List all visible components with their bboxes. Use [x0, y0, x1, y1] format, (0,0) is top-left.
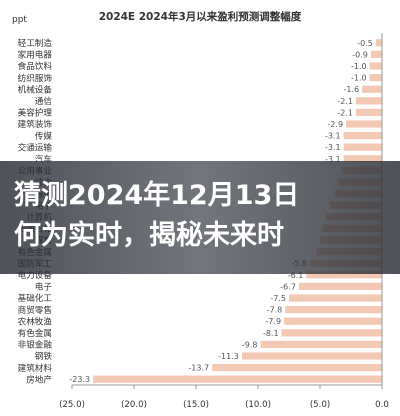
value-label-23: -7.8 — [267, 306, 283, 315]
category-label-0: 轻工制造 — [18, 37, 53, 49]
bar-10 — [343, 155, 382, 163]
headline-line-1: 猜测2024年12月13日 — [14, 180, 300, 211]
bar-22 — [289, 294, 382, 302]
x-tick-label-2: (15.0) — [183, 400, 209, 410]
category-label-9: 交通运输 — [18, 141, 53, 153]
value-label-29: -23.3 — [69, 375, 90, 384]
bar-23 — [285, 306, 382, 314]
value-label-24: -7.9 — [265, 317, 281, 326]
bar-3 — [369, 74, 382, 82]
category-label-21: 电子 — [35, 281, 53, 293]
bar-24 — [284, 317, 382, 325]
bar-4 — [362, 85, 382, 93]
bar-21 — [298, 282, 382, 290]
category-label-7: 建筑装饰 — [18, 118, 53, 130]
bar-9 — [343, 143, 382, 151]
bar-2 — [369, 62, 382, 70]
category-label-2: 食品饮料 — [18, 60, 53, 72]
category-label-26: 非银金融 — [18, 339, 53, 351]
x-tick-label-3: (10.0) — [245, 400, 271, 410]
bar-29 — [93, 375, 382, 383]
value-label-27: -11.3 — [218, 352, 239, 361]
x-tick-label-5: 0.0 — [375, 400, 389, 410]
value-label-3: -1.0 — [351, 74, 367, 83]
bar-25 — [281, 329, 382, 337]
value-label-4: -1.6 — [344, 85, 360, 94]
value-label-1: -0.9 — [352, 50, 368, 59]
bar-27 — [241, 352, 382, 360]
category-label-29: 房地产 — [26, 373, 52, 385]
category-label-1: 家用电器 — [18, 49, 53, 61]
bar-6 — [355, 108, 382, 116]
headline-banner — [0, 161, 400, 274]
bar-28 — [212, 364, 382, 372]
value-label-9: -3.1 — [325, 143, 341, 152]
category-label-27: 钢铁 — [35, 350, 53, 362]
value-label-20: -6.1 — [288, 271, 304, 280]
value-label-28: -13.7 — [188, 364, 209, 373]
value-label-7: -2.9 — [327, 120, 343, 129]
bar-26 — [260, 340, 382, 348]
category-label-22: 基础化工 — [18, 292, 53, 304]
headline: 猜测2024年12月13日 何为实时，揭秘未来时 — [14, 176, 394, 256]
bar-5 — [355, 97, 382, 105]
category-label-28: 建筑材料 — [18, 362, 53, 374]
value-label-6: -2.1 — [337, 108, 353, 117]
value-label-22: -7.5 — [270, 294, 286, 303]
category-label-5: 通信 — [35, 95, 53, 107]
category-label-23: 商贸零售 — [18, 304, 52, 316]
category-label-3: 纺织服饰 — [18, 72, 53, 84]
chart-title: 2024E 2024年3月以来盈利预测调整幅度 — [99, 10, 302, 23]
category-label-8: 传媒 — [35, 130, 53, 142]
bar-20 — [306, 271, 382, 279]
value-label-10: -3.1 — [325, 155, 341, 164]
category-label-25: 有色金属 — [18, 327, 52, 339]
category-label-24: 农林牧渔 — [18, 315, 53, 327]
category-label-4: 机械设备 — [18, 83, 53, 95]
value-label-8: -3.1 — [325, 132, 341, 141]
value-label-5: -2.1 — [337, 97, 353, 106]
x-tick-label-4: (5.0) — [310, 400, 330, 410]
unit-label: ppt — [12, 15, 27, 25]
category-label-6: 美容护理 — [18, 107, 53, 119]
bar-0 — [375, 39, 382, 47]
x-tick-label-0: (25.0) — [59, 400, 85, 410]
bar-1 — [370, 50, 382, 58]
headline-line-2: 何为实时，揭秘未来时 — [14, 220, 284, 251]
bar-8 — [343, 132, 382, 140]
value-label-0: -0.5 — [357, 39, 373, 48]
value-label-25: -8.1 — [263, 329, 279, 338]
value-label-21: -6.7 — [280, 282, 296, 291]
bar-7 — [346, 120, 382, 128]
value-label-2: -1.0 — [351, 62, 367, 71]
value-label-26: -9.8 — [242, 340, 258, 349]
x-tick-label-1: (20.0) — [121, 400, 147, 410]
